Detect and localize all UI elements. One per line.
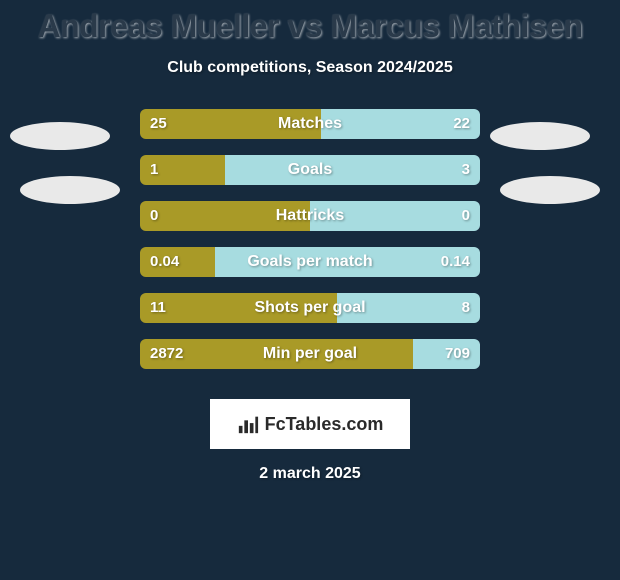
- bar-left-segment: [140, 109, 321, 139]
- page-title: Andreas Mueller vs Marcus Mathisen: [0, 0, 620, 45]
- bar-track: [140, 293, 480, 323]
- bar-track: [140, 339, 480, 369]
- stat-row: Goals13: [0, 155, 620, 201]
- comparison-infographic: Andreas Mueller vs Marcus Mathisen Club …: [0, 0, 620, 580]
- bar-track: [140, 201, 480, 231]
- bar-track: [140, 247, 480, 277]
- bar-right-segment: [337, 293, 480, 323]
- stat-row: Min per goal2872709: [0, 339, 620, 385]
- bar-left-segment: [140, 293, 337, 323]
- stat-row: Matches2522: [0, 109, 620, 155]
- bar-right-segment: [215, 247, 480, 277]
- stats-bars: Matches2522Goals13Hattricks00Goals per m…: [0, 109, 620, 385]
- logo-text: FcTables.com: [265, 414, 384, 435]
- bar-right-segment: [225, 155, 480, 185]
- bar-track: [140, 109, 480, 139]
- footer-date: 2 march 2025: [0, 465, 620, 483]
- stat-row: Goals per match0.040.14: [0, 247, 620, 293]
- bar-left-segment: [140, 201, 310, 231]
- bar-left-segment: [140, 247, 215, 277]
- stat-row: Shots per goal118: [0, 293, 620, 339]
- bar-left-segment: [140, 155, 225, 185]
- bar-track: [140, 155, 480, 185]
- bar-right-segment: [321, 109, 480, 139]
- bar-right-segment: [413, 339, 480, 369]
- stat-row: Hattricks00: [0, 201, 620, 247]
- logo-box: FcTables.com: [210, 399, 410, 449]
- bar-left-segment: [140, 339, 413, 369]
- bars-icon: [237, 413, 259, 435]
- subtitle: Club competitions, Season 2024/2025: [0, 59, 620, 77]
- bar-right-segment: [310, 201, 480, 231]
